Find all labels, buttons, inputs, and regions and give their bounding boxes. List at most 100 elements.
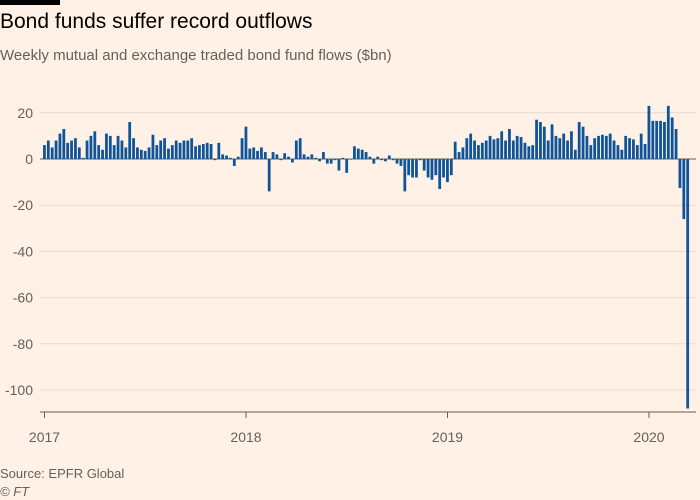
bar [194, 146, 197, 159]
bar [279, 159, 283, 161]
bar [186, 140, 190, 159]
x-tick-label: 2018 [230, 429, 261, 445]
bar [105, 133, 108, 159]
bar [480, 142, 484, 159]
bar [531, 145, 535, 159]
bar [170, 145, 174, 159]
y-tick-label: -80 [13, 336, 33, 352]
bar [302, 154, 306, 159]
bar [624, 135, 628, 159]
bar [205, 142, 209, 159]
bar [558, 138, 562, 159]
y-tick-label: 20 [17, 105, 33, 121]
bar [492, 139, 496, 160]
bar [341, 157, 345, 159]
bar [403, 159, 407, 192]
bar [356, 148, 360, 159]
bar [62, 128, 66, 159]
bar [93, 131, 97, 159]
bar [74, 138, 77, 159]
bar [620, 149, 624, 159]
bar [438, 159, 442, 190]
y-tick-label: -100 [5, 382, 33, 398]
bar [101, 149, 104, 159]
copyright: © FT [0, 484, 30, 499]
chart-subtitle: Weekly mutual and exchange traded bond f… [0, 47, 392, 64]
tick-labels: 20 0 -20 -40 -60 -80 -100 2017 2018 2019 2020 [5, 105, 665, 445]
bar [151, 134, 155, 159]
bar [666, 105, 670, 159]
bar [178, 142, 182, 159]
bar [686, 159, 690, 409]
bar [77, 147, 81, 159]
bar [477, 145, 480, 159]
bar [465, 138, 469, 159]
bar [604, 135, 608, 159]
bar [601, 134, 604, 159]
bar [112, 145, 116, 159]
bar [368, 156, 372, 159]
y-tick-label: -40 [13, 243, 33, 259]
bar [167, 148, 170, 159]
bar [46, 140, 50, 159]
bar [291, 159, 294, 163]
bar [616, 145, 620, 159]
bar [271, 152, 275, 159]
bar [372, 159, 376, 164]
bar [504, 140, 507, 159]
bar [376, 156, 380, 159]
bar [345, 159, 349, 173]
bar [387, 155, 391, 159]
bar [523, 142, 527, 159]
bar [496, 138, 500, 159]
bar [670, 117, 674, 159]
bar [585, 135, 589, 159]
bar [294, 140, 298, 159]
bar [128, 122, 132, 159]
bar [97, 145, 101, 159]
bar [399, 159, 403, 166]
bar [337, 159, 341, 171]
bar [43, 145, 46, 159]
bar [682, 159, 686, 220]
y-tick-label: 0 [25, 151, 33, 167]
bar [198, 145, 201, 159]
bar [446, 159, 449, 183]
bar [442, 159, 445, 178]
bar [287, 156, 290, 159]
bar [651, 120, 655, 159]
y-tick-label: -60 [13, 290, 33, 306]
bar [66, 142, 70, 159]
bar [306, 156, 310, 159]
bar [314, 157, 318, 159]
bar [163, 138, 166, 159]
bar [535, 119, 538, 159]
bar [519, 137, 523, 160]
bar [639, 133, 643, 159]
bar [116, 135, 120, 159]
bar [81, 157, 85, 159]
bar [434, 159, 438, 176]
bar [236, 156, 240, 159]
y-tick-label: -20 [13, 197, 33, 213]
bar [155, 145, 159, 159]
bar [453, 141, 457, 159]
bar [449, 159, 453, 176]
bar [612, 140, 616, 159]
bar-chart: 20 0 -20 -40 -60 -80 -100 2017 2018 2019 2020 [5, 105, 696, 445]
bar [546, 140, 550, 159]
bar [508, 128, 511, 159]
bar [407, 159, 411, 176]
bar [418, 159, 422, 161]
bar [298, 138, 302, 159]
bar [201, 143, 205, 160]
bar [256, 150, 259, 159]
bar [384, 159, 387, 162]
bar [252, 147, 256, 159]
bar [542, 126, 546, 159]
bar [539, 122, 542, 159]
bar [628, 138, 631, 159]
bar [120, 140, 124, 159]
bar [248, 148, 252, 159]
bar [85, 140, 89, 159]
